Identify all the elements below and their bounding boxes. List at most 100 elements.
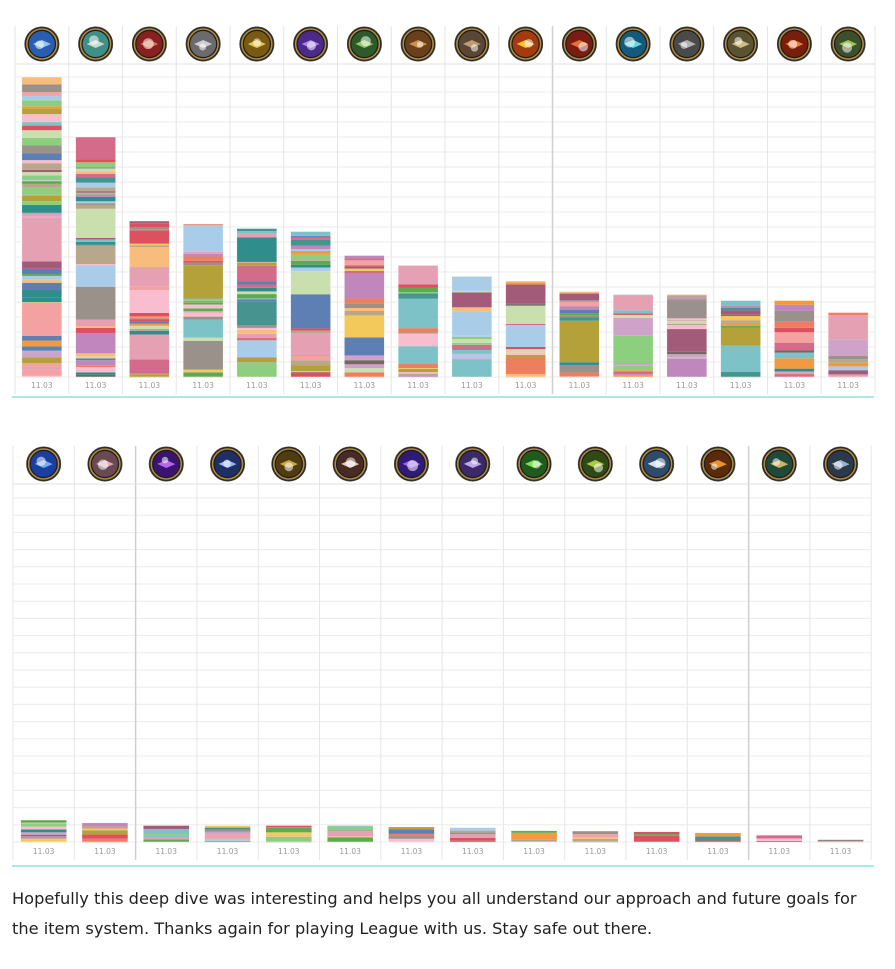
- bar-segment: [21, 130, 62, 138]
- bar-segment: [75, 137, 116, 160]
- stacked-bar: [449, 827, 496, 843]
- bar-segment: [75, 162, 116, 168]
- bar-segment: [398, 368, 439, 373]
- bar-segment: [511, 840, 558, 842]
- bar-segment: [774, 327, 815, 333]
- bar-segment: [183, 224, 224, 226]
- bar-segment: [129, 323, 170, 326]
- bar-outline: [505, 280, 546, 378]
- bar-segment: [572, 830, 619, 835]
- bar-segment: [183, 251, 224, 254]
- stacked-bar: [81, 822, 129, 843]
- bar-segment: [290, 251, 331, 255]
- x-tick-label: 11.03: [300, 381, 322, 390]
- bar-segment: [20, 829, 67, 833]
- bar-segment: [398, 372, 439, 374]
- bar-segment: [290, 236, 331, 240]
- bar-segment: [613, 365, 654, 371]
- bar-segment: [21, 363, 62, 367]
- bar-segment: [129, 247, 170, 268]
- bar-segment: [21, 95, 62, 101]
- bar-segment: [344, 310, 385, 316]
- bar-segment: [613, 310, 654, 314]
- bar-segment: [75, 239, 116, 243]
- bar-segment: [720, 327, 761, 346]
- bar-segment: [720, 307, 761, 311]
- bar-segment: [129, 330, 170, 335]
- bar-segment: [327, 825, 374, 827]
- bar-segment: [21, 180, 62, 181]
- bar-segment: [75, 244, 116, 246]
- bar-segment: [505, 355, 546, 358]
- bar-segment: [398, 328, 439, 333]
- bar-segment: [183, 337, 224, 338]
- bar-segment: [666, 323, 707, 326]
- bar-segment: [720, 325, 761, 328]
- bar-segment: [613, 313, 654, 315]
- x-tick-label: 11.03: [139, 381, 161, 390]
- bar-segment: [666, 294, 707, 296]
- bar-segment: [75, 167, 116, 169]
- bar-segment: [21, 106, 62, 109]
- bar-outline: [756, 834, 803, 843]
- bar-segment: [451, 354, 492, 359]
- bar-segment: [398, 373, 439, 377]
- bar-segment: [143, 839, 190, 842]
- bar-segment: [720, 314, 761, 316]
- bar-segment: [344, 303, 385, 309]
- golden-cannon-icon: [239, 26, 275, 62]
- bar-segment: [613, 371, 654, 375]
- bar-segment: [666, 318, 707, 321]
- bar-segment: [774, 374, 815, 377]
- bar-outline: [290, 231, 331, 378]
- bar-segment: [290, 365, 331, 371]
- bar-segment: [449, 837, 496, 841]
- x-tick-label: 11.03: [462, 847, 484, 856]
- bar-segment: [559, 301, 600, 307]
- bar-segment: [559, 372, 600, 377]
- bar-segment: [75, 358, 116, 361]
- emerald-blade-icon: [516, 446, 552, 482]
- x-tick-label: 11.03: [192, 381, 214, 390]
- bar-segment: [236, 284, 277, 288]
- bar-segment: [183, 265, 224, 299]
- bar-segment: [449, 832, 496, 835]
- bar-segment: [265, 825, 312, 828]
- bar-segment: [572, 838, 619, 842]
- bar-segment: [828, 370, 869, 375]
- bar-outline: [397, 265, 439, 378]
- bar-segment: [388, 829, 435, 834]
- amethyst-gem-icon: [393, 446, 429, 482]
- bar-segment: [129, 318, 170, 320]
- x-tick-label: 11.03: [646, 847, 668, 856]
- x-tick-label: 11.03: [515, 381, 537, 390]
- bar-segment: [344, 271, 385, 274]
- bar-segment: [236, 325, 277, 328]
- bar-segment: [344, 298, 385, 304]
- violet-orb-icon: [148, 446, 184, 482]
- bar-segment: [720, 322, 761, 326]
- bar-segment: [183, 260, 224, 263]
- bar-segment: [666, 325, 707, 330]
- bar-outline: [388, 826, 435, 843]
- bar-segment: [451, 359, 492, 377]
- bar-segment: [774, 368, 815, 372]
- stacked-bar: [21, 76, 63, 378]
- bar-segment: [344, 368, 385, 373]
- bar-outline: [326, 825, 374, 843]
- bar-segment: [388, 838, 435, 842]
- bar-segment: [451, 353, 492, 355]
- bar-segment: [559, 362, 600, 365]
- bar-segment: [21, 351, 62, 358]
- bar-segment: [21, 216, 62, 218]
- bar-segment: [290, 249, 331, 252]
- bar-segment: [290, 245, 331, 250]
- bar-segment: [265, 836, 312, 842]
- bar-segment: [75, 245, 116, 265]
- bar-segment: [720, 310, 761, 315]
- x-tick-label: 11.03: [622, 381, 644, 390]
- bar-segment: [451, 344, 492, 349]
- bar-segment: [129, 328, 170, 331]
- bar-segment: [75, 190, 116, 192]
- bar-segment: [204, 829, 251, 832]
